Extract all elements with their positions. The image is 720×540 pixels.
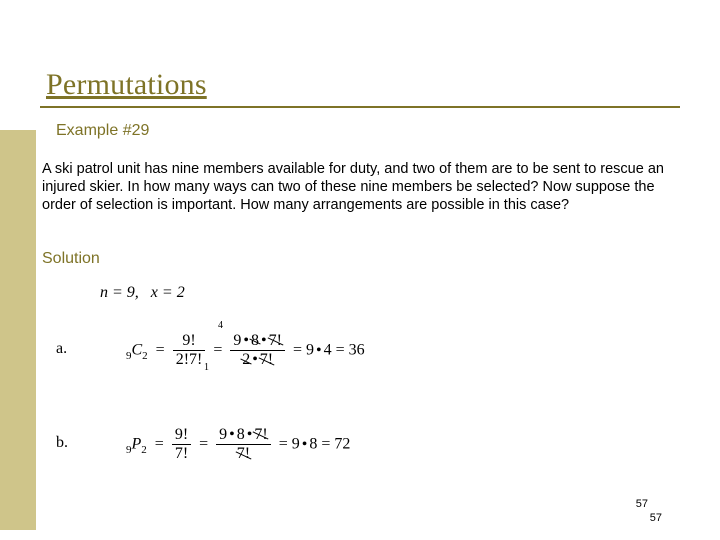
frac-b1-den: 7! xyxy=(172,445,191,463)
a-rhs-b: 4 xyxy=(324,342,332,359)
frac-a1: 9! 2!7! xyxy=(173,332,206,370)
frac-b2-den: 7! xyxy=(216,445,271,463)
frac-b2: 9•8•7! 7! xyxy=(216,426,271,464)
n-value: 9 xyxy=(127,284,135,301)
combination-symbol: C xyxy=(132,342,143,359)
permutation-symbol: P xyxy=(132,436,142,453)
b-result: 72 xyxy=(334,436,350,453)
frac-a2-num: 9•8•7! xyxy=(230,332,285,351)
equation-b: 9P2 = 9! 7! = 9•8•7! 7! = 9•8 = 72 xyxy=(126,412,456,466)
cancel-annotation-top: 4 xyxy=(218,320,223,331)
b2-num-b: 8 xyxy=(237,426,245,443)
a-rhs-a: 9 xyxy=(306,342,314,359)
problem-statement: A ski patrol unit has nine members avail… xyxy=(42,160,682,214)
frac-a2: 9•8•7! 2•7! xyxy=(230,332,285,370)
frac-a1-num: 9! xyxy=(173,332,206,351)
frac-a1-den: 2!7! xyxy=(173,351,206,369)
part-b-label: b. xyxy=(56,434,68,452)
combination-post-sub: 2 xyxy=(142,350,148,362)
b2-num-c: 7! xyxy=(254,426,267,444)
slide-title: Permutations xyxy=(46,68,207,102)
page-number-inner: 57 xyxy=(636,498,648,510)
part-a-label: a. xyxy=(56,340,67,358)
frac-a2-den: 2•7! xyxy=(230,351,285,369)
x-value: 2 xyxy=(177,284,185,301)
equation-a: 4 1 9C2 = 9! 2!7! = 9•8•7! 2•7! = 9•4 = … xyxy=(126,318,456,372)
b-rhs-b: 8 xyxy=(309,436,317,453)
permutation-post-sub: 2 xyxy=(141,444,147,456)
page-number-outer: 57 xyxy=(650,512,662,524)
a2-den-b: 7! xyxy=(260,351,273,369)
title-underline-rule xyxy=(40,106,680,108)
accent-bar xyxy=(0,130,36,530)
frac-b1: 9! 7! xyxy=(172,426,191,464)
example-number: Example #29 xyxy=(56,122,149,140)
x-symbol: x xyxy=(151,284,158,301)
given-values: n = 9, x = 2 xyxy=(100,284,185,302)
a2-num-b: 8 xyxy=(251,332,259,350)
b2-num-a: 9 xyxy=(219,426,227,443)
b-rhs-a: 9 xyxy=(292,436,300,453)
b2-den: 7! xyxy=(237,445,250,463)
solution-heading: Solution xyxy=(42,250,100,268)
a2-num-c: 7! xyxy=(269,332,282,350)
a2-den-a: 2 xyxy=(242,351,250,369)
slide: Permutations Example #29 A ski patrol un… xyxy=(0,0,720,540)
n-symbol: n xyxy=(100,284,108,301)
frac-b2-num: 9•8•7! xyxy=(216,426,271,445)
frac-b1-num: 9! xyxy=(172,426,191,445)
a-result: 36 xyxy=(349,342,365,359)
